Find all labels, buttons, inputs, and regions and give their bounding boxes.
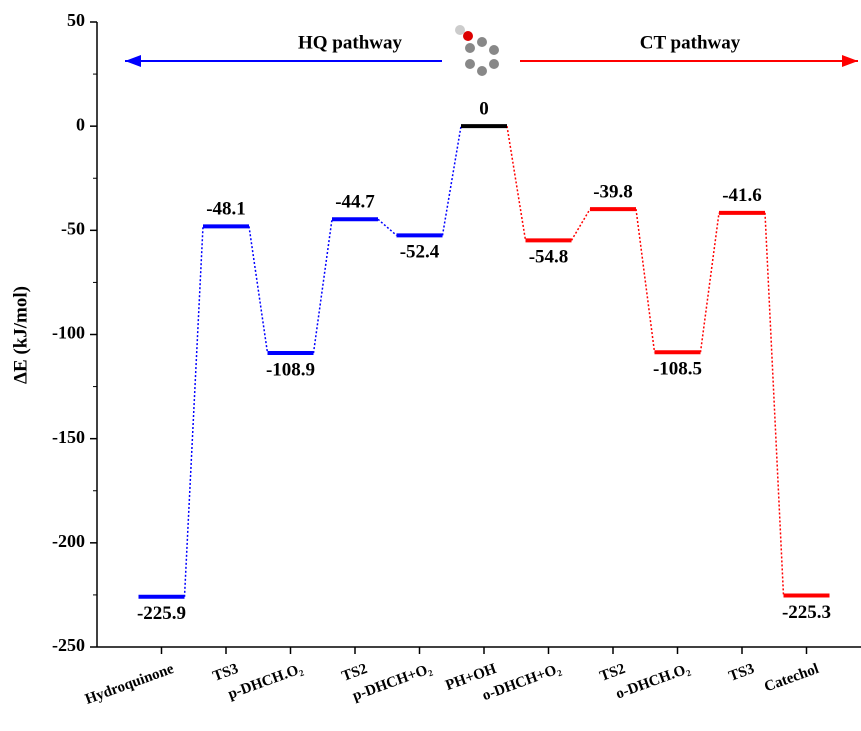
value-label: -108.9 — [266, 359, 315, 380]
x-tick-label: TS2 — [340, 661, 370, 685]
y-axis-label: ΔE (kJ/mol) — [10, 286, 31, 384]
value-label: -52.4 — [400, 242, 440, 263]
y-tick-label: 50 — [67, 10, 85, 30]
connector — [248, 226, 269, 354]
pathway-label: CT pathway — [640, 32, 741, 53]
molecule-atom — [455, 25, 465, 35]
molecule-atom — [489, 59, 499, 69]
y-tick-label: 0 — [76, 114, 85, 134]
connector — [183, 226, 204, 597]
arrow-head — [842, 55, 858, 67]
value-label: -48.1 — [206, 199, 246, 220]
value-label: -108.5 — [653, 359, 702, 380]
molecule-atom — [463, 31, 473, 41]
molecule-atom — [477, 66, 487, 76]
molecule-atom — [465, 43, 475, 53]
x-tick-label: TS2 — [598, 661, 628, 685]
value-label: 0 — [479, 99, 489, 120]
connector — [441, 126, 462, 236]
arrow-head — [125, 55, 141, 67]
value-label: -44.7 — [335, 192, 375, 213]
value-label: -225.9 — [137, 603, 186, 624]
connector — [699, 212, 720, 353]
connector — [635, 208, 656, 353]
pathway-label: HQ pathway — [298, 32, 402, 53]
x-tick-label: p-DHCH.O₂ — [226, 661, 305, 703]
x-tick-label: o-DHCH.O₂ — [614, 661, 693, 703]
connector — [377, 218, 397, 236]
value-label: -41.6 — [722, 185, 762, 206]
x-tick-label: Catechol — [762, 661, 821, 695]
x-tick-label: TS3 — [211, 661, 241, 685]
molecule-atom — [465, 59, 475, 69]
molecule-atom — [489, 45, 499, 55]
value-label: -39.8 — [593, 181, 633, 202]
y-tick-label: -150 — [52, 427, 85, 447]
connector — [764, 212, 785, 596]
value-label: -225.3 — [782, 602, 831, 623]
connector — [312, 219, 333, 354]
connector — [506, 126, 527, 241]
connector — [570, 208, 591, 241]
y-tick-label: -50 — [61, 218, 85, 238]
y-tick-label: -100 — [52, 323, 85, 343]
molecule-atom — [477, 37, 487, 47]
x-tick-label: Hydroquinone — [83, 661, 176, 708]
x-tick-label: TS3 — [727, 661, 757, 685]
y-tick-label: -200 — [52, 531, 85, 551]
y-tick-label: -250 — [52, 635, 85, 655]
value-label: -54.8 — [529, 247, 569, 268]
